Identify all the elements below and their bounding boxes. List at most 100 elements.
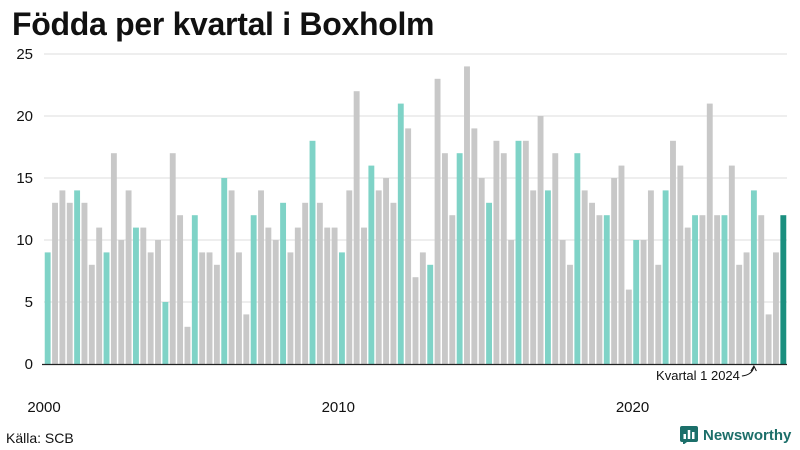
bar — [221, 178, 228, 364]
bar — [236, 252, 242, 364]
bars — [44, 66, 787, 365]
x-axis-ticks: 2000 2010 2020 — [27, 399, 649, 416]
bar — [81, 202, 88, 364]
bar — [692, 215, 698, 364]
bar — [316, 202, 323, 364]
bar — [758, 215, 765, 364]
bar — [559, 240, 566, 364]
bar — [324, 227, 331, 364]
bar — [66, 202, 73, 364]
bar — [162, 302, 169, 364]
bar — [250, 215, 257, 364]
x-tick-label: 2020 — [616, 399, 649, 416]
bar — [552, 153, 559, 364]
bar — [140, 227, 147, 364]
x-tick-label: 2000 — [27, 399, 60, 416]
brand-logo: Newsworthy — [680, 426, 791, 444]
bar — [331, 227, 338, 364]
bar — [640, 240, 647, 364]
bar — [147, 252, 154, 364]
bar — [515, 140, 522, 364]
bar — [155, 240, 161, 364]
bar — [456, 153, 463, 364]
bar — [361, 227, 367, 364]
bar — [169, 153, 176, 364]
bar — [581, 190, 588, 364]
y-tick-label: 15 — [16, 170, 33, 187]
bar — [368, 165, 375, 364]
y-tick-label: 25 — [16, 46, 33, 63]
annotation-arrow — [741, 366, 755, 377]
bar — [662, 190, 669, 364]
bar — [405, 128, 412, 364]
bar — [684, 227, 691, 364]
bar — [493, 140, 500, 364]
bar — [294, 227, 301, 364]
bar — [309, 140, 316, 364]
y-tick-label: 0 — [25, 356, 33, 373]
bar — [265, 227, 272, 364]
bar-chart-logo-icon — [680, 426, 698, 444]
bar — [647, 190, 654, 364]
bar — [383, 178, 390, 364]
bar — [412, 277, 419, 364]
y-tick-label: 5 — [25, 294, 33, 311]
bar — [773, 252, 779, 364]
bar — [589, 202, 595, 364]
bar — [59, 190, 66, 364]
bar — [478, 178, 485, 364]
bar — [110, 153, 117, 364]
bar — [375, 190, 382, 364]
x-tick-label: 2010 — [322, 399, 355, 416]
bar — [353, 91, 360, 364]
bar — [52, 202, 58, 364]
bar — [721, 215, 728, 364]
bar — [213, 264, 220, 364]
bar — [74, 190, 81, 364]
bar — [191, 215, 198, 364]
source-note: Källa: SCB — [6, 430, 74, 446]
bar — [397, 103, 404, 364]
bar — [44, 252, 51, 364]
bar — [670, 140, 676, 364]
bar — [103, 252, 110, 364]
bar — [750, 190, 757, 364]
annotation-arrowhead — [750, 364, 757, 372]
annotation-label: Kvartal 1 2024 — [656, 368, 740, 383]
bar — [574, 153, 581, 364]
bar — [287, 252, 294, 364]
bar — [280, 202, 287, 364]
bar — [655, 264, 662, 364]
bar — [530, 190, 537, 364]
y-tick-label: 20 — [16, 108, 33, 125]
bar — [596, 215, 603, 364]
bar — [508, 240, 515, 364]
bar — [544, 190, 551, 364]
bar — [500, 153, 507, 364]
bar — [603, 215, 610, 364]
brand-name: Newsworthy — [703, 426, 792, 444]
bar — [338, 252, 345, 364]
bar — [611, 178, 618, 364]
bar — [765, 314, 772, 364]
bar — [537, 116, 544, 364]
bar — [199, 252, 206, 364]
bar — [618, 165, 625, 364]
bar — [184, 326, 191, 364]
bar — [449, 215, 456, 364]
bar — [206, 252, 213, 364]
bar — [228, 190, 235, 364]
bar — [464, 66, 470, 365]
bar — [177, 215, 184, 364]
bar — [714, 215, 721, 364]
bar — [486, 202, 493, 364]
chart-title: Födda per kvartal i Boxholm — [12, 6, 435, 42]
bar — [633, 240, 640, 364]
bar — [272, 240, 279, 364]
y-tick-label: 10 — [16, 232, 33, 249]
bar — [743, 252, 750, 364]
bar — [699, 215, 706, 364]
y-axis-ticks: 0 5 10 15 20 25 — [16, 46, 33, 373]
bar — [736, 264, 743, 364]
